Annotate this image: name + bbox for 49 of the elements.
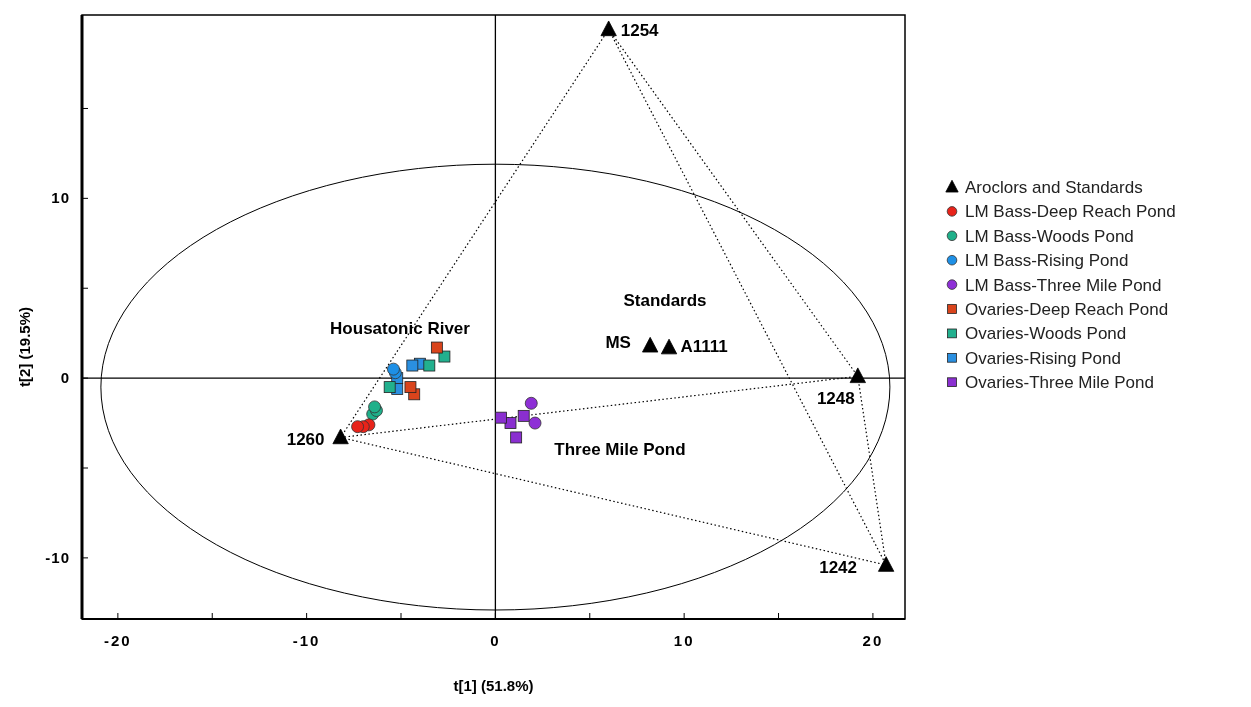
annotation: 1260 [286,430,325,450]
x-tick-label: 0 [490,632,501,649]
x-tick-label: -20 [104,632,132,649]
x-tick-label: 10 [673,632,695,649]
point [600,20,617,37]
point [404,381,417,394]
legend-label: LM Bass-Woods Pond [965,226,1134,246]
annotation: MS [605,332,631,352]
legend-label: Ovaries-Rising Pond [965,348,1121,368]
legend-label: LM Bass-Three Mile Pond [965,275,1162,295]
x-tick-label: 20 [862,632,884,649]
y-axis-title: t[2] (19.5%) [16,306,33,388]
annotation: Three Mile Pond [554,440,686,459]
point [423,359,436,372]
point [510,431,523,444]
annotation: 1248 [816,389,855,409]
annotation: 1242 [819,558,858,578]
annotation: A1111 [680,336,728,356]
point [495,411,507,424]
point [368,400,381,414]
annotation: 1254 [620,21,660,41]
point [528,416,542,430]
point [351,420,364,434]
point [660,338,678,355]
point [849,367,866,384]
legend-label: Aroclors and Standards [965,178,1143,197]
point [504,417,517,429]
legend-label: LM Bass-Deep Reach Pond [965,202,1176,222]
point [438,350,451,363]
point [332,428,349,445]
annotation: Standards [623,291,707,310]
legend-label: Ovaries-Deep Reach Pond [965,300,1169,319]
point [517,409,530,422]
point [524,396,538,410]
point [642,336,659,353]
point [383,381,396,394]
y-tick-label: 0 [60,369,70,387]
x-axis-title: t[1] (51.8%) [453,677,534,694]
annotation: Housatonic River [330,319,471,338]
legend-label: Ovaries-Woods Pond [965,324,1127,344]
point [387,362,400,376]
legend-label: LM Bass-Rising Pond [965,251,1129,271]
point [878,556,895,572]
y-tick-label: 10 [51,189,70,207]
legend-label: Ovaries-Three Mile Pond [965,373,1154,393]
point [430,341,443,354]
point [406,359,419,372]
x-tick-label: -10 [292,632,321,649]
y-tick-label: -10 [45,548,70,566]
